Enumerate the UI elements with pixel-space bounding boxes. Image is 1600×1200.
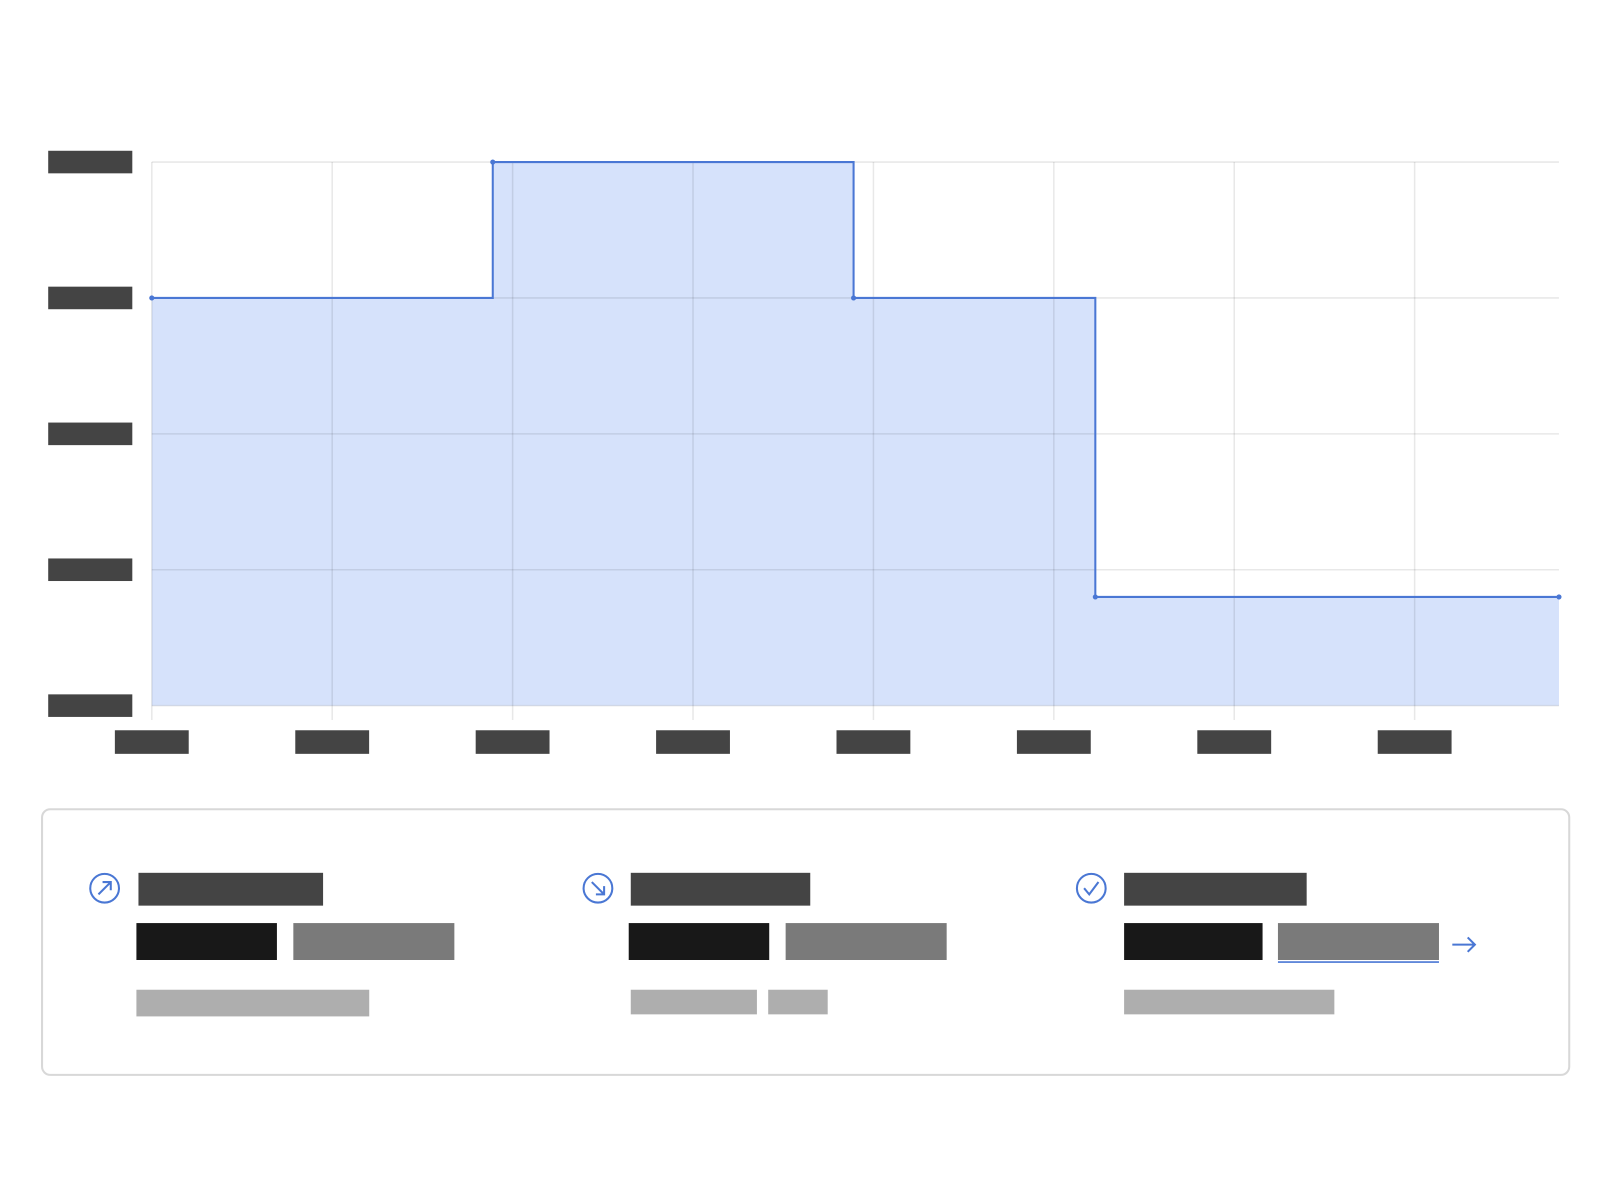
redacted-y-tick-label (48, 286, 133, 310)
redacted-x-tick-label (295, 730, 370, 754)
plot (48, 150, 1562, 754)
redacted-label (630, 872, 811, 906)
check-glyph (1083, 881, 1100, 897)
redacted-value (136, 923, 277, 960)
step-point (851, 295, 857, 301)
redacted-change (293, 923, 455, 960)
redacted-x-tick-label (836, 730, 911, 754)
redacted-x-tick-label (475, 730, 550, 754)
arrow-glyph (591, 881, 606, 896)
link-arrow[interactable] (1452, 936, 1477, 953)
redacted-x-tick-label (114, 730, 189, 754)
redacted-label (138, 872, 324, 906)
redacted-value (628, 923, 770, 960)
redacted-caption (136, 989, 370, 1017)
redacted-caption (768, 989, 828, 1015)
redacted-x-tick-label (656, 730, 730, 754)
redacted-caption (630, 989, 757, 1015)
trend-up-icon (89, 872, 120, 904)
redacted-change (785, 923, 947, 960)
redacted-caption (1124, 989, 1335, 1015)
arrow-glyph (97, 881, 112, 896)
redacted-link[interactable] (1277, 923, 1439, 960)
stat-item (89, 872, 455, 1017)
redacted-y-tick-label (48, 150, 133, 174)
check-icon (1075, 872, 1107, 904)
step-line (151, 161, 1559, 598)
stat-item (1075, 872, 1477, 1015)
step-point (1092, 594, 1098, 600)
redacted-y-tick-label (48, 694, 133, 717)
step-point (149, 295, 155, 301)
trend-down-icon (582, 872, 614, 904)
step-area (151, 162, 1559, 706)
stat-item (582, 872, 947, 1015)
redacted-x-tick-label (1197, 730, 1272, 754)
step-point (490, 159, 496, 165)
redacted-value (1124, 923, 1263, 960)
redacted-x-tick-label (1377, 730, 1452, 754)
redacted-x-tick-label (1016, 730, 1091, 754)
redacted-y-tick-label (48, 558, 133, 582)
redacted-y-tick-label (48, 422, 133, 446)
redacted-label (1124, 872, 1307, 906)
step-point (1556, 594, 1562, 600)
